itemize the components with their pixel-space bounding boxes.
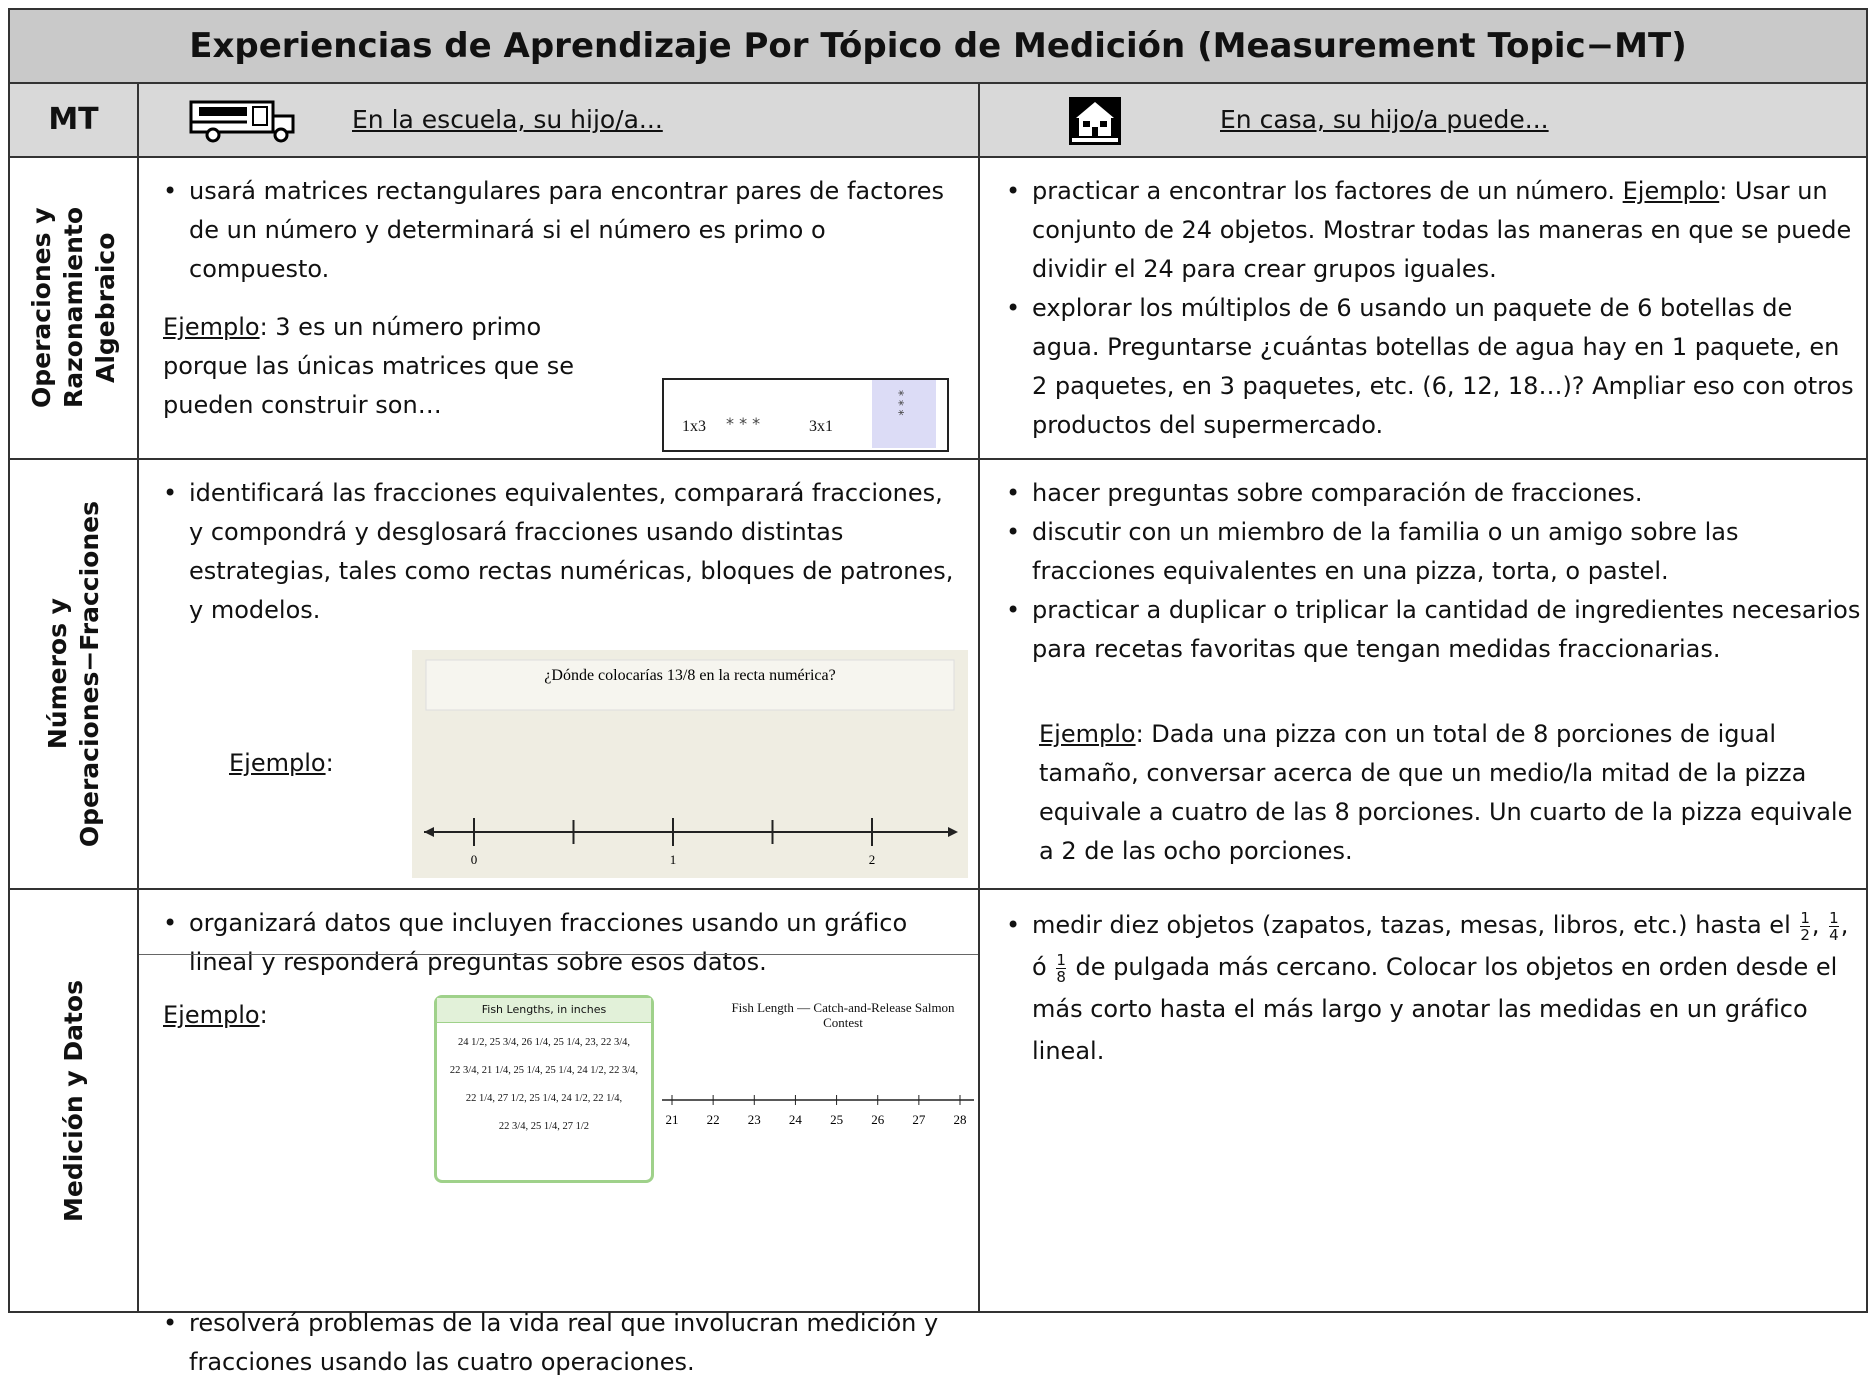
example-text: : xyxy=(259,1001,268,1029)
topic-line: Números y xyxy=(42,598,72,750)
line-plot-label: 26 xyxy=(871,1112,885,1127)
header-home-label: En casa, su hijo/a puede... xyxy=(1220,105,1549,134)
fish-row: 24 1/2, 25 3/4, 26 1/4, 25 1/4, 23, 22 3… xyxy=(457,1037,631,1048)
bullet-text: medir diez objetos (zapatos, tazas, mesa… xyxy=(1032,911,1799,939)
header-school: En la escuela, su hijo/a... xyxy=(137,82,980,158)
array-inset: 1x3 * * * 3x1 * * * xyxy=(662,378,949,452)
topic-cell: Operaciones y Razonamiento Algebraico xyxy=(8,156,139,460)
header-school-text: En la escuela, su hijo/a... xyxy=(352,100,663,139)
topic-line: Algebraico xyxy=(90,232,120,384)
bullet: hacer preguntas sobre comparación de fra… xyxy=(1002,474,1862,513)
example-text: : Dada una pizza con un total de 8 porci… xyxy=(1039,720,1853,865)
page: Experiencias de Aprendizaje Por Tópico d… xyxy=(0,0,1870,1305)
example: Ejemplo: xyxy=(229,744,334,783)
number-line-question: ¿Dónde colocarías 13/8 en la recta numér… xyxy=(544,667,835,684)
title: Experiencias de Aprendizaje Por Tópico d… xyxy=(189,26,1687,66)
topic: Números y Operaciones−Fracciones xyxy=(42,501,106,847)
header-home-text: En casa, su hijo/a puede... xyxy=(1220,100,1549,139)
bullet-text: : Usar un conjunto de 24 objetos. Mostra… xyxy=(1032,177,1852,283)
fraction-num: 1 xyxy=(1800,908,1810,927)
bullet: identificará las fracciones equivalentes… xyxy=(159,474,959,630)
line-plot: Fish Length — Catch-and-Release Salmon C… xyxy=(662,1000,974,1127)
fish-table: Fish Lengths, in inches 24 1/2, 25 3/4, … xyxy=(434,995,654,1183)
topic-line: Razonamiento xyxy=(58,207,88,409)
bullet: practicar a encontrar los factores de un… xyxy=(1002,172,1862,289)
inset-text: 3x1 xyxy=(809,418,833,435)
bus-icon xyxy=(189,100,295,143)
line-plot-label: 21 xyxy=(666,1112,679,1127)
inset-text: * * * xyxy=(726,414,761,433)
separator xyxy=(139,954,978,955)
example-label: Ejemplo xyxy=(163,313,260,341)
bullet: resolverá problemas de la vida real que … xyxy=(159,1304,959,1382)
example-text: : 3 es un número primo porque las únicas… xyxy=(163,313,575,419)
bullet-text: de pulgada más cercano. Colocar los obje… xyxy=(1032,953,1838,1065)
bullet: usará matrices rectangulares para encont… xyxy=(159,172,949,289)
bullet-text: , ó xyxy=(1032,911,1849,981)
topic: Medición y Datos xyxy=(58,980,90,1222)
example-label: Ejemplo xyxy=(163,1001,260,1029)
fraction-den: 8 xyxy=(1056,967,1066,986)
bullet: explorar los múltiplos de 6 usando un pa… xyxy=(1002,289,1862,445)
header-school-label: En la escuela, su hijo/a... xyxy=(352,105,663,134)
topic: Operaciones y Razonamiento Algebraico xyxy=(26,207,122,408)
header-home: En casa, su hijo/a puede... xyxy=(978,82,1868,158)
fraction-den: 4 xyxy=(1829,925,1839,944)
line-plot-label: 22 xyxy=(707,1112,720,1127)
topic-line: Medición y Datos xyxy=(58,979,88,1222)
example-label: Ejemplo xyxy=(1039,720,1136,748)
fish-row: 22 3/4, 21 1/4, 25 1/4, 25 1/4, 24 1/2, … xyxy=(449,1065,639,1076)
example-text: : xyxy=(325,749,334,777)
example: Ejemplo: 3 es un número primo porque las… xyxy=(163,308,633,425)
home-cell: medir diez objetos (zapatos, tazas, mesa… xyxy=(978,888,1868,1313)
home-cell: hacer preguntas sobre comparación de fra… xyxy=(978,458,1868,890)
topic-cell: Números y Operaciones−Fracciones xyxy=(8,458,139,890)
line-plot-label: 27 xyxy=(912,1112,926,1127)
house-icon xyxy=(1069,97,1121,145)
bullets: practicar a encontrar los factores de un… xyxy=(1002,172,1862,445)
line-plot-title: Fish Length — Catch-and-Release Salmon C… xyxy=(731,1000,955,1030)
bullet-text: practicar a encontrar los factores de un… xyxy=(1032,177,1623,205)
line-plot-label: 28 xyxy=(954,1112,967,1127)
bullet: discutir con un miembro de la familia o … xyxy=(1002,513,1862,591)
fish-row: 22 1/4, 27 1/2, 25 1/4, 24 1/2, 22 1/4, xyxy=(465,1093,623,1104)
fraction-num: 1 xyxy=(1056,950,1066,969)
bullet: medir diez objetos (zapatos, tazas, mesa… xyxy=(1002,904,1862,1072)
school-cell: usará matrices rectangulares para encont… xyxy=(137,156,980,460)
number-line-label: 1 xyxy=(670,852,677,867)
line-plot-label: 24 xyxy=(789,1112,803,1127)
topic-line: Operaciones y xyxy=(26,207,56,409)
topic-line: Operaciones−Fracciones xyxy=(74,500,104,848)
school-cell: organizará datos que incluyen fracciones… xyxy=(137,888,980,1376)
example: Ejemplo: Dada una pizza con un total de … xyxy=(1039,715,1865,871)
inset-text: 1x3 xyxy=(682,418,706,435)
topic-cell: Medición y Datos xyxy=(8,888,139,1313)
example-label: Ejemplo xyxy=(229,749,326,777)
example: Ejemplo: xyxy=(163,996,268,1035)
line-plot-label: 23 xyxy=(748,1112,761,1127)
bullet: practicar a duplicar o triplicar la cant… xyxy=(1002,591,1862,669)
fish-row: 22 3/4, 25 1/4, 27 1/2 xyxy=(498,1121,590,1132)
fraction-num: 1 xyxy=(1829,908,1839,927)
fish-table-rows: 24 1/2, 25 3/4, 26 1/4, 25 1/4, 23, 22 3… xyxy=(437,1023,651,1141)
fish-table-title: Fish Lengths, in inches xyxy=(437,998,651,1023)
school-cell: identificará las fracciones equivalentes… xyxy=(137,458,980,890)
number-line-label: 2 xyxy=(869,852,876,867)
inset-text: * * * xyxy=(892,390,906,416)
bullets: hacer preguntas sobre comparación de fra… xyxy=(1002,474,1862,669)
example-label: Ejemplo xyxy=(1622,177,1720,205)
number-line-label: 0 xyxy=(471,852,478,867)
fraction-den: 2 xyxy=(1800,925,1810,944)
title-row: Experiencias de Aprendizaje Por Tópico d… xyxy=(8,8,1868,84)
number-line-figure: ¿Dónde colocarías 13/8 en la recta numér… xyxy=(412,650,968,878)
line-plot-label: 25 xyxy=(830,1112,843,1127)
inset-highlight xyxy=(872,380,936,448)
bullet: organizará datos que incluyen fracciones… xyxy=(159,904,959,982)
header-mt: MT xyxy=(8,82,139,158)
bullet-text: , xyxy=(1811,911,1828,939)
home-cell: practicar a encontrar los factores de un… xyxy=(978,156,1868,460)
